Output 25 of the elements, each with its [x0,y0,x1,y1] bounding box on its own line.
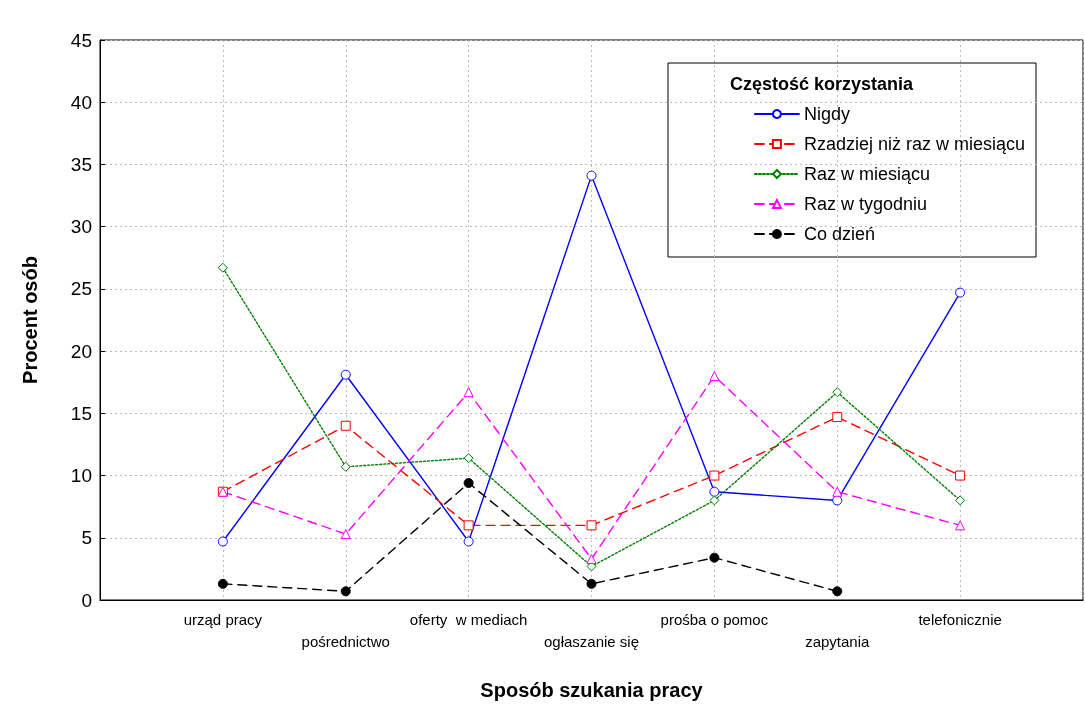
legend-label: Raz w miesiącu [803,164,930,184]
y-tick-label: 15 [70,402,92,424]
x-tick-label: pośrednictwo [301,632,390,650]
x-tick-label: ogłaszanie się [543,632,640,650]
x-tick-label: oferty w mediach [409,610,528,628]
y-tick-label: 35 [70,153,92,175]
legend-title: Częstość korzystania [730,74,915,94]
y-tick-label: 10 [70,465,92,487]
legend-label: Co dzień [803,224,875,244]
y-tick-label: 40 [70,91,92,113]
y-tick-label: 5 [81,527,92,549]
x-tick-label: telefonicznie [918,610,1002,628]
x-tick-label: prośba o pomoc [660,610,769,628]
x-tick-label: zapytania [805,632,871,650]
legend-label: Raz w tygodniu [803,194,928,214]
y-tick-label: 30 [70,216,92,238]
y-tick-label: 25 [70,278,92,300]
legend-label: Rzadziej niż raz w miesiącu [803,134,1026,154]
y-axis-title: Procent osób [19,256,41,384]
y-tick-label: 0 [81,589,92,611]
x-axis-title: Sposób szukania pracy [480,679,704,701]
x-tick-label: urząd pracy [183,610,263,628]
y-tick-label: 20 [70,340,92,362]
y-tick-label: 45 [70,29,92,51]
legend-label: Nigdy [803,104,850,124]
